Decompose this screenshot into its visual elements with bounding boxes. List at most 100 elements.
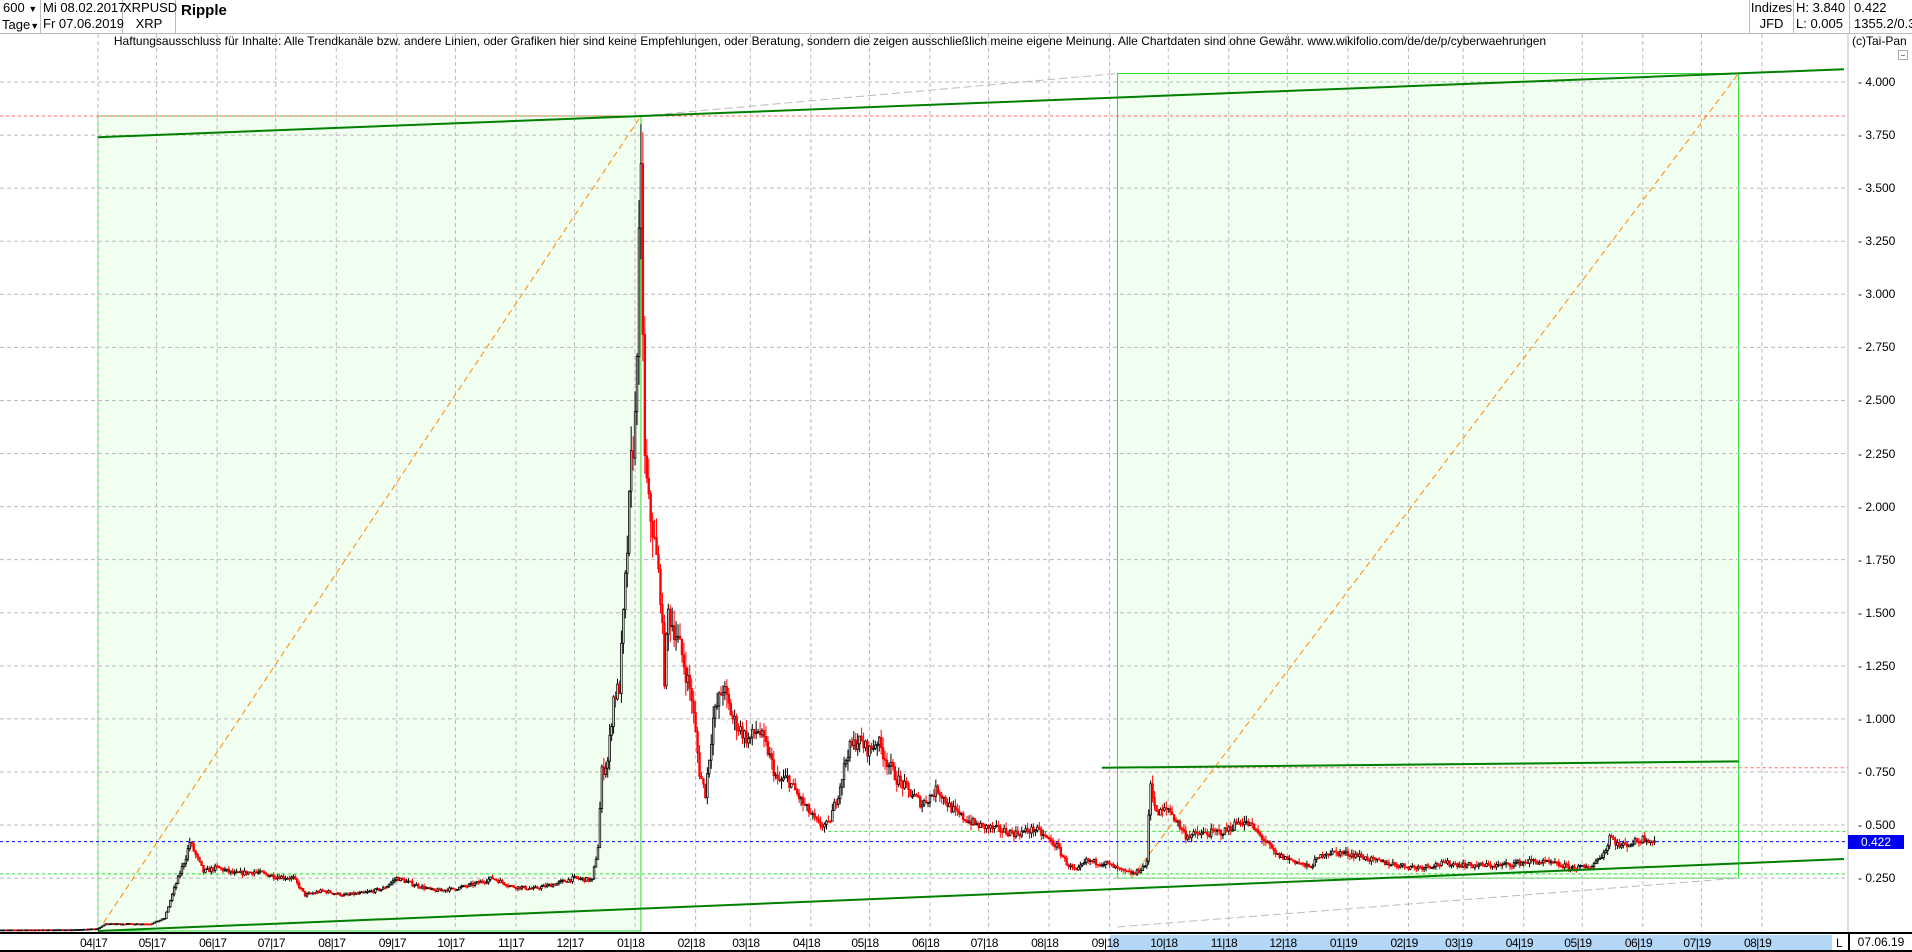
- candle-body: [618, 683, 621, 694]
- candle-body: [817, 818, 820, 823]
- candle-body: [542, 884, 545, 887]
- candle-body: [776, 774, 779, 780]
- candle-body: [741, 726, 744, 739]
- candle-body: [647, 477, 650, 495]
- candle-body: [784, 775, 787, 779]
- candle-body: [1598, 858, 1602, 860]
- candle-body: [1266, 841, 1270, 844]
- symbol-cell[interactable]: XRPUSD XRP: [123, 0, 177, 34]
- candle-body: [1120, 867, 1123, 870]
- candle-body: [1305, 863, 1309, 867]
- candle-body: [1362, 856, 1365, 860]
- candle-body: [1221, 834, 1225, 836]
- candle-body: [1614, 839, 1617, 846]
- candle-body: [378, 888, 381, 891]
- candle-body: [1040, 828, 1043, 836]
- candle-body: [61, 929, 65, 932]
- candle-body: [1001, 831, 1004, 834]
- date-tick-label: 09|18: [1091, 936, 1120, 950]
- candle-body: [1545, 859, 1549, 862]
- candle-body: [1335, 850, 1338, 853]
- candle-body: [1631, 843, 1635, 846]
- candle-body: [1616, 842, 1619, 846]
- period-select[interactable]: Tage▼: [2, 17, 40, 32]
- candle-body: [993, 826, 996, 829]
- candle-body: [1506, 862, 1510, 865]
- date-axis[interactable]: 04|17 05|17 06|17 07|17 08|17 09|17 10|17 11|17…: [0, 932, 1912, 952]
- candle-body: [225, 868, 229, 871]
- candle-body: [171, 893, 174, 902]
- candle-body: [247, 871, 250, 875]
- candle-body: [1301, 862, 1305, 865]
- candle-body: [1346, 850, 1350, 856]
- candle-body: [495, 878, 498, 881]
- candle-body: [253, 871, 256, 875]
- candle-body: [1202, 831, 1205, 834]
- candle-body: [452, 887, 455, 890]
- candle-body: [917, 795, 920, 798]
- exchange: JFD: [1759, 16, 1784, 31]
- candle-body: [1459, 864, 1463, 868]
- candle-body: [1036, 826, 1039, 831]
- candle-body: [1180, 827, 1184, 830]
- date-range[interactable]: Mi 08.02.2017 Fr 07.06.2019: [41, 0, 125, 34]
- date-tick-label: 10|18: [1150, 936, 1178, 950]
- candle-body: [528, 887, 531, 890]
- candle-body: [629, 450, 633, 492]
- candle-body: [1229, 826, 1232, 831]
- candle-body: [266, 873, 270, 877]
- price-tick-label: - 0.500: [1858, 818, 1896, 833]
- candle-body: [1514, 861, 1518, 864]
- candle-body: [485, 881, 488, 884]
- candle-body: [63, 929, 66, 932]
- candle-body: [1116, 865, 1119, 869]
- candle-body: [1092, 859, 1096, 863]
- candle-body: [1502, 863, 1506, 866]
- date-tick-label: 07|17: [257, 936, 286, 950]
- candle-body: [1528, 859, 1531, 864]
- candle-body: [895, 779, 898, 785]
- candle-body: [526, 888, 529, 891]
- candle-body: [965, 820, 969, 823]
- candle-body: [309, 892, 313, 895]
- candle-body: [1270, 844, 1273, 849]
- candle-body: [395, 877, 399, 881]
- chevron-down-icon: ▼: [30, 21, 40, 31]
- candle-body: [585, 877, 588, 882]
- candle-body: [1022, 830, 1025, 833]
- candle-body: [315, 891, 318, 894]
- candle-body: [587, 877, 590, 882]
- candle-body: [65, 929, 68, 932]
- candle-body: [940, 794, 943, 799]
- candle-body: [1100, 864, 1104, 867]
- candle-body: [936, 785, 939, 794]
- candle-body: [850, 741, 854, 746]
- count-select[interactable]: 600 ▼ Tage▼: [0, 0, 41, 34]
- candle-body: [1178, 820, 1182, 829]
- candle-body: [1405, 866, 1408, 869]
- candle-body: [1475, 864, 1479, 867]
- candle-body: [18, 929, 22, 932]
- candle-body: [1090, 860, 1094, 863]
- candle-body: [1112, 863, 1115, 868]
- candle-body: [1252, 823, 1256, 830]
- candle-body: [795, 789, 799, 795]
- candle-body: [1584, 866, 1588, 869]
- candle-body: [985, 825, 988, 829]
- candle-body: [684, 666, 688, 683]
- candle-body: [670, 625, 674, 627]
- candle-body: [678, 635, 682, 640]
- candle-body: [1485, 863, 1488, 867]
- candle-body: [522, 885, 525, 888]
- candle-body: [364, 891, 367, 894]
- candle-body: [944, 796, 947, 804]
- candle-body: [405, 880, 408, 883]
- candle-body: [801, 796, 805, 805]
- candle-body: [690, 688, 693, 702]
- minimize-button[interactable]: [1898, 50, 1908, 60]
- candle-body: [258, 870, 262, 873]
- price-tick-label: - 2.000: [1858, 499, 1896, 514]
- candle-body: [930, 794, 934, 797]
- candle-body: [469, 882, 473, 885]
